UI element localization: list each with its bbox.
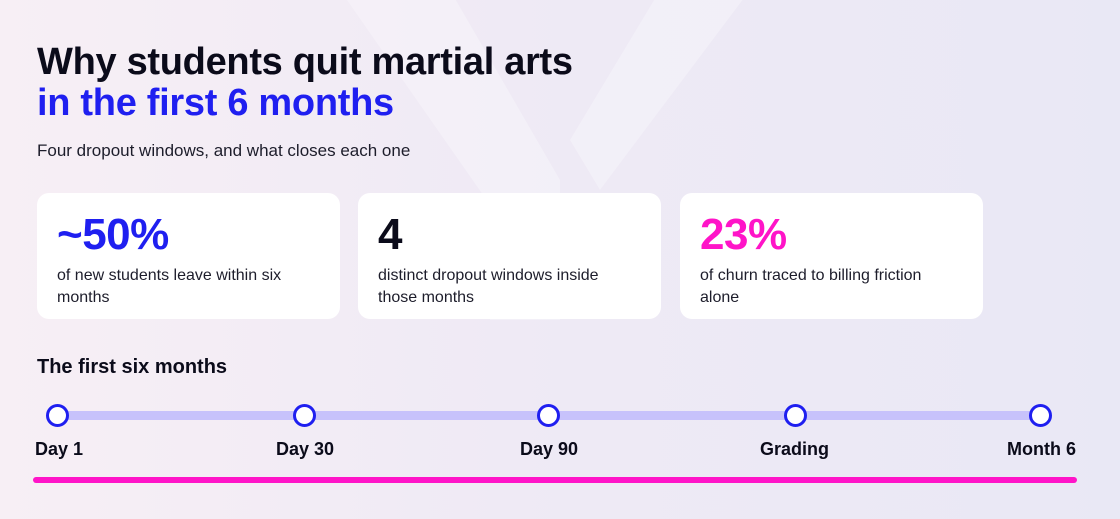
stat-value: 4	[378, 210, 402, 259]
title-line-1: Why students quit martial arts	[37, 41, 573, 83]
timeline-label-day-90: Day 90	[520, 439, 579, 459]
stat-value: 23%	[700, 210, 787, 259]
timeline-label-day-30: Day 30	[276, 439, 335, 459]
timeline-heading: The first six months	[37, 356, 228, 378]
stat-value: ~50%	[57, 210, 169, 259]
timeline-node-day-30	[293, 404, 316, 427]
timeline-label-day-1: Day 1	[35, 439, 84, 459]
stat-label: of new students leave within six months	[57, 267, 282, 306]
stat-card-half-leave: ~50% of new students leave within six mo…	[37, 193, 340, 319]
timeline-label-month-6: Month 6	[1007, 439, 1076, 459]
stat-card-billing-friction: 23% of churn traced to billing friction …	[680, 193, 983, 319]
stat-label: of churn traced to billing friction alon…	[700, 267, 922, 306]
accent-bar	[33, 477, 1077, 483]
stat-label: distinct dropout windows inside those mo…	[378, 267, 599, 306]
stat-card-dropout-windows: 4 distinct dropout windows inside those …	[358, 193, 661, 319]
timeline-node-grading	[784, 404, 807, 427]
page-title: Why students quit martial arts in the fi…	[37, 42, 573, 124]
title-line-2: in the first 6 months	[37, 82, 394, 124]
timeline-node-month-6	[1029, 404, 1052, 427]
timeline-label-grading: Grading	[760, 439, 830, 459]
timeline-node-day-90	[537, 404, 560, 427]
timeline-node-day-1	[46, 404, 69, 427]
page-subtitle: Four dropout windows, and what closes ea…	[37, 141, 411, 160]
